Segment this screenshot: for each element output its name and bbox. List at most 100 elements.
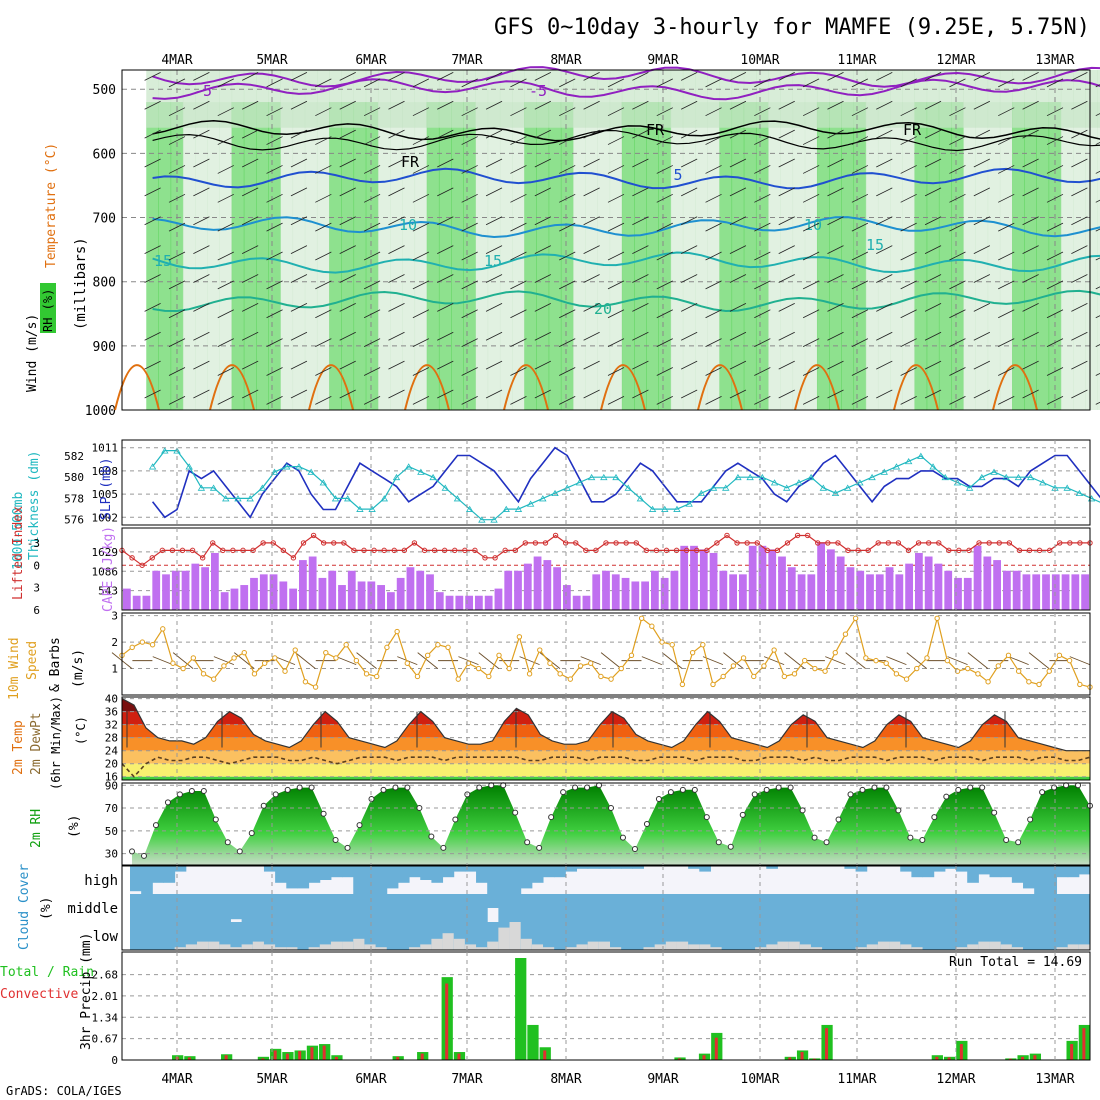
li-point [704, 547, 710, 554]
wind-speed-point [414, 673, 421, 680]
cloud-middle-bar [587, 894, 600, 922]
cloud-low-base [286, 922, 298, 950]
li-point [411, 540, 418, 546]
wind-barb [290, 72, 308, 81]
temp-ylabel-4: (°C) [74, 716, 88, 745]
wind-barb [876, 100, 893, 110]
wind-barb-10m [723, 652, 744, 669]
rh-2m-point [176, 791, 183, 798]
cape-bar [1071, 574, 1080, 610]
warm-contour [893, 364, 939, 411]
rh-2m-point [1015, 839, 1022, 846]
wind-barb [851, 367, 869, 376]
thickness-point [990, 468, 998, 475]
precip-convective-bar [187, 1057, 191, 1060]
rh-2m-point [1027, 816, 1034, 823]
thickness-point [356, 505, 364, 512]
chart-title: GFS 0~10day 3-hourly for MAMFE (9.25E, 5… [494, 15, 1090, 40]
wind-barb [193, 187, 210, 197]
cloud-low-base [476, 922, 488, 950]
cape-bar [1032, 574, 1041, 610]
cape-tick-label: 543 [98, 585, 118, 598]
rh-shade-band [743, 70, 757, 128]
wind-barb [168, 193, 186, 203]
wind-barb [461, 309, 478, 319]
cape-bar [142, 595, 151, 610]
li-point [784, 540, 791, 546]
cloud-low-base [409, 922, 421, 950]
cloud-low-base [777, 922, 790, 950]
wind-barb [437, 216, 454, 226]
wind-barb [461, 396, 478, 405]
wind-barb [534, 72, 552, 81]
wind-barb [266, 107, 283, 117]
rh-2m-point [572, 784, 579, 791]
wind-barb [778, 303, 795, 312]
thickness-point [673, 505, 681, 512]
li-point [734, 540, 740, 546]
day-label-bottom: 8MAR [550, 1072, 581, 1087]
li-point [815, 540, 821, 546]
wind-speed-point [496, 652, 502, 659]
cape-bar [670, 570, 679, 610]
cloud-middle-bar [386, 894, 399, 922]
wind-barb [437, 72, 454, 81]
wind-speed-point [852, 615, 859, 621]
rh-2m-point [739, 811, 746, 818]
cloud-middle-bar [297, 894, 310, 922]
li-point [1046, 547, 1053, 554]
wind-barb [217, 107, 234, 117]
rh-2m-point [129, 848, 135, 855]
wind-speed-point [965, 665, 971, 672]
rh-2m-point [751, 791, 758, 798]
cloud-low-base [464, 922, 477, 950]
rh-shade-band [963, 102, 976, 410]
thickness-point [234, 495, 242, 502]
li-point [653, 547, 660, 554]
wind-barb [485, 245, 503, 254]
thickness-tick-label: 576 [64, 514, 84, 527]
wind-barb [632, 100, 649, 110]
wind-barb [632, 274, 649, 283]
wind-barb [217, 222, 234, 232]
cloud-middle-bar [196, 894, 209, 922]
rh-shade-band [829, 70, 842, 128]
warm-contour [209, 364, 255, 411]
wind-barb [1022, 331, 1039, 341]
slp-tick-label: 1002 [92, 511, 119, 524]
wind-barb [754, 309, 771, 319]
cloud-low-bar [766, 944, 778, 950]
cloud-low-bar [1056, 947, 1069, 950]
cloud-middle-bar [900, 894, 912, 922]
cape-bar [318, 577, 327, 610]
cape-bar [484, 595, 493, 610]
rh-shade-band [670, 70, 684, 128]
li-point [401, 547, 408, 554]
wind-barb [778, 274, 795, 283]
li-point [341, 540, 347, 546]
wind-barb [827, 72, 844, 81]
wind-barb-10m [661, 652, 683, 669]
thickness-point [746, 473, 754, 481]
cloud-high-bar [956, 866, 968, 872]
rh-shade-band [499, 102, 513, 410]
temp-tick-label: 32 [105, 719, 118, 732]
cloud-low-bar [498, 927, 511, 950]
wind-barb [973, 129, 991, 139]
cloud-low-bar [263, 944, 276, 950]
cape-bar [973, 545, 982, 610]
wind-tick-label: 2 [111, 636, 118, 649]
wind-barb [851, 222, 869, 232]
cloud-middle-bar [922, 894, 935, 922]
wind-speed-point [669, 642, 675, 648]
wind-barb [266, 222, 283, 232]
wind-barb [437, 331, 454, 341]
wind-barb [778, 187, 795, 197]
cloud-high-bar [342, 866, 354, 878]
wind-barb [973, 72, 991, 81]
precip-total-bar [515, 958, 527, 1060]
wind-barb-10m [886, 656, 907, 666]
cloud-low-base [420, 922, 432, 950]
rh-shade-band [146, 102, 159, 410]
rh-2m-point [799, 807, 806, 814]
